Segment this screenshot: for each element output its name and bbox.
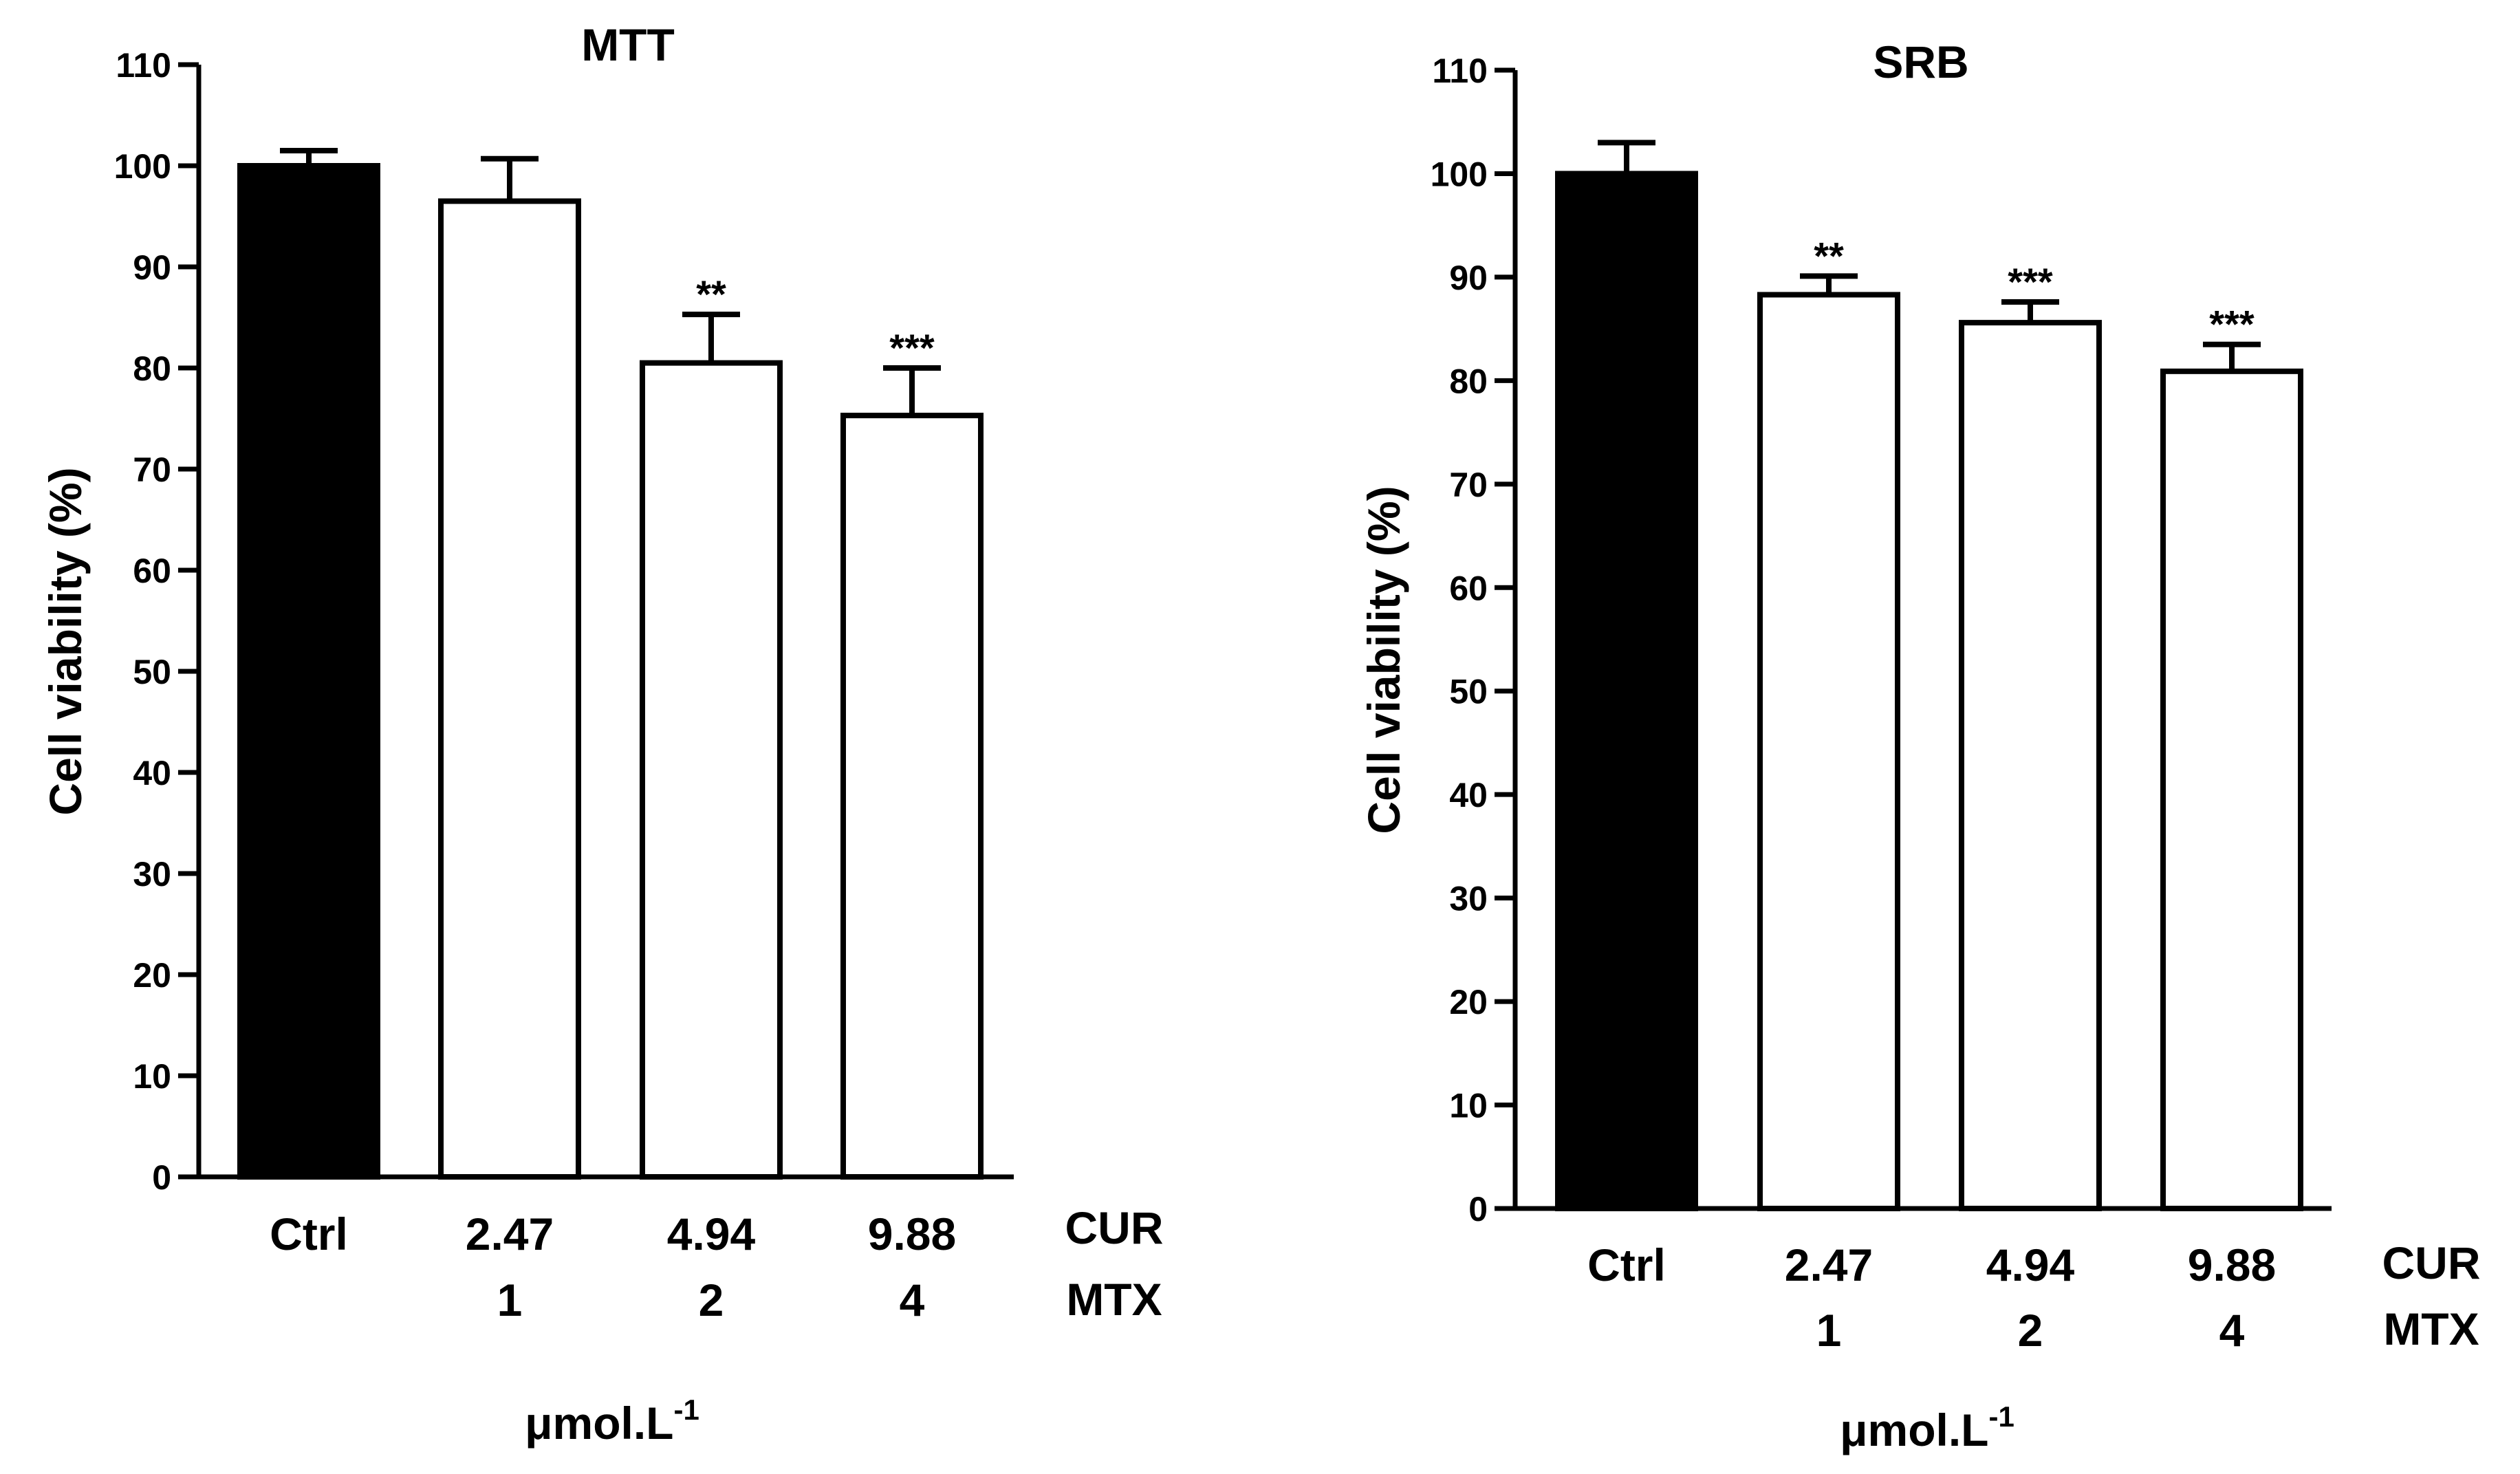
mtt-bar-1 <box>237 163 380 1180</box>
mtt-category-label-1: Ctrl <box>270 1209 348 1259</box>
srb-y-axis-label: Cell viability (%) <box>1358 486 1409 834</box>
srb-bar-4 <box>2160 368 2303 1211</box>
mtt-bar-4 <box>840 413 984 1180</box>
srb-category-label-1: Ctrl <box>1587 1239 1666 1290</box>
mtt-y-tick-label: 30 <box>133 855 171 893</box>
mtt-y-tick-label: 50 <box>133 653 171 691</box>
srb-error-bar-1 <box>1598 140 1655 174</box>
mtt-y-tick-label: 20 <box>133 956 171 995</box>
srb-y-tick-label: 20 <box>1449 983 1488 1021</box>
srb-bar-1 <box>1555 171 1698 1211</box>
srb-category-label-4: 9.88 <box>2188 1239 2276 1290</box>
srb-error-bar-4 <box>2203 341 2261 371</box>
mtt-bar-3 <box>640 360 783 1180</box>
mtt-y-tick-label: 40 <box>133 754 171 792</box>
srb-significance-marker-2: ** <box>1814 234 1844 277</box>
srb-row-label-cur: CUR <box>2382 1237 2481 1288</box>
srb-mtx-label-3: 2 <box>2018 1305 2043 1356</box>
srb-y-tick-label: 100 <box>1431 155 1488 193</box>
mtt-y-tick-label: 0 <box>152 1158 171 1197</box>
srb-y-tick-label: 110 <box>1432 52 1488 90</box>
srb-y-tick-label: 70 <box>1449 466 1488 504</box>
mtt-unit-label: μmol.L-1 <box>525 1394 699 1449</box>
mtt-chart-title: MTT <box>581 19 675 70</box>
srb-y-tick-label: 60 <box>1449 569 1488 607</box>
mtt-row-label-cur: CUR <box>1065 1202 1164 1253</box>
srb-error-bar-2 <box>1800 273 1858 295</box>
srb-unit-text: μmol.L <box>1840 1405 1988 1455</box>
srb-mtx-label-4: 4 <box>2219 1305 2245 1356</box>
mtt-unit-text: μmol.L <box>525 1398 673 1449</box>
mtt-row-label-mtx: MTX <box>1066 1274 1162 1325</box>
srb-bar-3 <box>1959 320 2102 1211</box>
srb-significance-marker-3: *** <box>2008 260 2053 303</box>
mtt-y-tick-label: 110 <box>116 46 171 85</box>
srb-y-tick-label: 50 <box>1449 673 1488 711</box>
mtt-mtx-label-4: 4 <box>900 1275 925 1325</box>
mtt-y-tick-label: 70 <box>133 451 171 489</box>
mtt-y-tick-label: 60 <box>133 552 171 590</box>
mtt-error-bar-4 <box>883 365 941 416</box>
mtt-mtx-label-3: 2 <box>699 1275 724 1325</box>
srb-y-tick-label: 90 <box>1449 259 1488 297</box>
srb-mtx-label-2: 1 <box>1816 1305 1842 1356</box>
mtt-y-tick-label: 90 <box>133 248 171 287</box>
mtt-significance-marker-3: ** <box>696 272 726 316</box>
mtt-error-bar-3 <box>682 312 740 363</box>
mtt-category-label-3: 4.94 <box>667 1209 756 1259</box>
mtt-unit-exponent: -1 <box>674 1394 699 1426</box>
srb-category-label-3: 4.94 <box>1986 1239 2075 1290</box>
mtt-mtx-label-2: 1 <box>497 1275 523 1325</box>
srb-row-label-mtx: MTX <box>2383 1303 2479 1354</box>
mtt-bar-2 <box>438 198 581 1180</box>
srb-y-tick-label: 40 <box>1449 776 1488 814</box>
mtt-error-bar-2 <box>481 155 539 202</box>
mtt-y-tick-label: 10 <box>133 1057 171 1096</box>
srb-y-tick-label: 80 <box>1449 362 1488 400</box>
srb-bar-2 <box>1757 292 1900 1212</box>
srb-category-label-2: 2.47 <box>1785 1239 1873 1290</box>
srb-y-tick-label: 0 <box>1468 1190 1488 1228</box>
srb-y-tick-label: 30 <box>1449 880 1488 918</box>
srb-chart-panel: SRB********0102030405060708090100110Cell… <box>1358 36 2481 1455</box>
mtt-y-tick-label: 100 <box>114 147 171 186</box>
srb-error-bar-3 <box>2001 299 2059 323</box>
mtt-y-tick-label: 80 <box>133 349 171 388</box>
mtt-error-bar-1 <box>280 147 338 166</box>
mtt-significance-marker-4: *** <box>889 326 935 369</box>
srb-significance-marker-4: *** <box>2209 303 2255 346</box>
mtt-y-axis-label: Cell viability (%) <box>40 467 91 815</box>
srb-unit-exponent: -1 <box>1989 1400 2014 1433</box>
srb-chart-title: SRB <box>1873 36 1968 87</box>
srb-unit-label: μmol.L-1 <box>1840 1400 2014 1455</box>
mtt-category-label-2: 2.47 <box>466 1209 554 1259</box>
srb-y-tick-label: 10 <box>1449 1087 1488 1125</box>
mtt-category-label-4: 9.88 <box>868 1209 956 1259</box>
